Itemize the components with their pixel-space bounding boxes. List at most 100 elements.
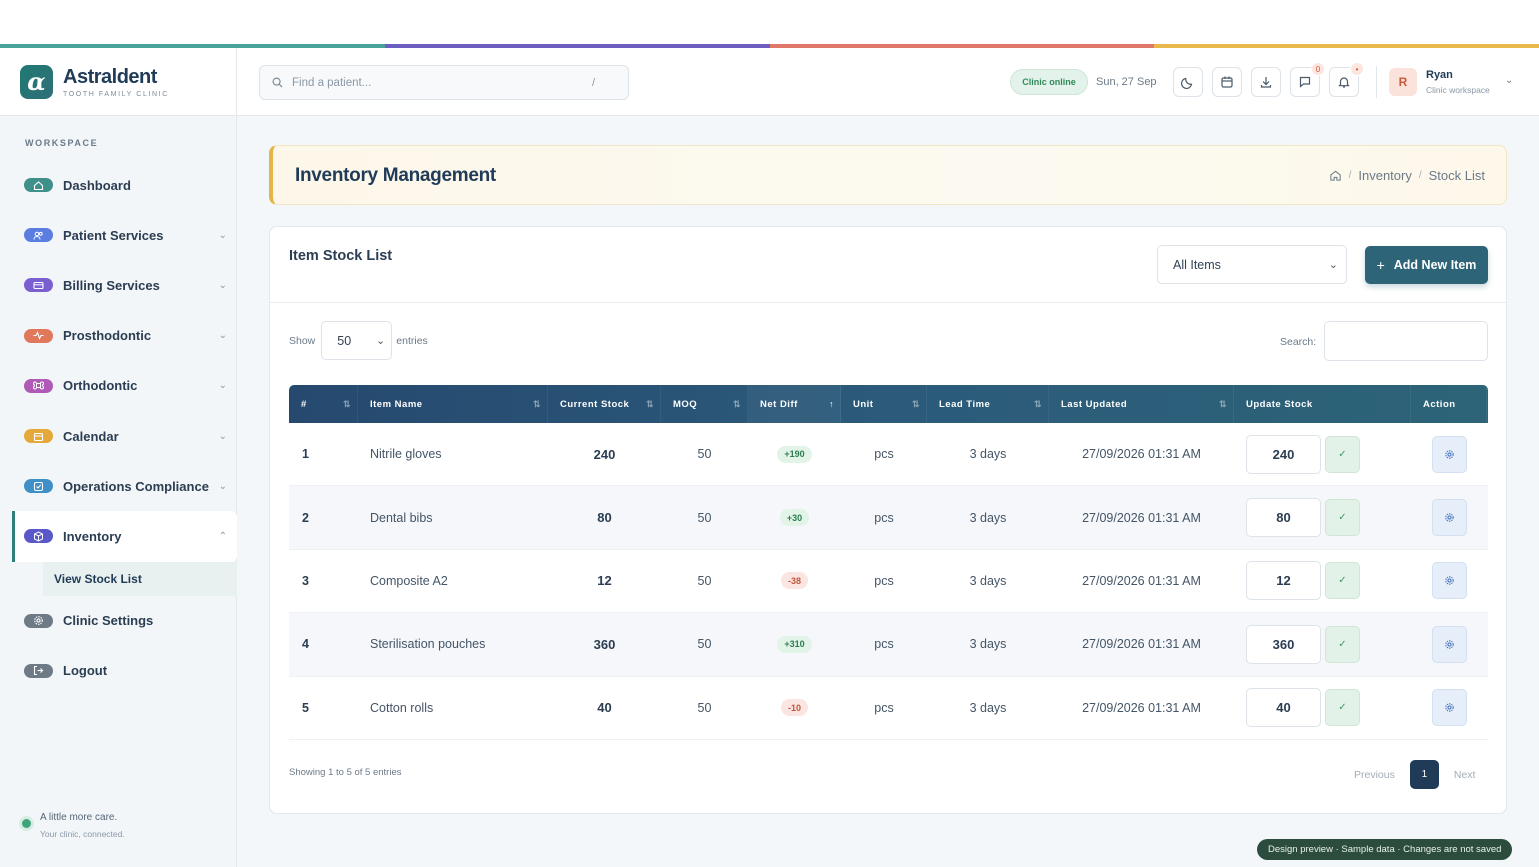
column-header-current-stock[interactable]: Current Stock ⇅	[548, 385, 661, 423]
item-settings-button[interactable]	[1431, 562, 1467, 600]
entries-label: entries	[396, 334, 428, 347]
stock-quantity-input[interactable]: 12	[1246, 561, 1321, 601]
calendar-icon	[1221, 76, 1233, 88]
column-header-net-diff[interactable]: Net Diff ↑	[748, 385, 841, 423]
stock-quantity-input[interactable]: 80	[1246, 498, 1321, 538]
cell-action	[1411, 486, 1487, 548]
cell-update-stock: 12 ✓	[1234, 550, 1411, 612]
cell-lead-time: 3 days	[969, 510, 1007, 525]
current-page-button[interactable]: 1	[1409, 760, 1439, 789]
item-filter-select[interactable]: All Items ⌄	[1157, 245, 1347, 284]
cell-action	[1411, 423, 1487, 485]
sidebar-item-inventory[interactable]: Inventory ⌃	[12, 511, 237, 562]
brand-logo: α	[20, 64, 53, 99]
item-settings-button[interactable]	[1431, 499, 1467, 537]
entries-select[interactable]: 50 ⌄	[321, 321, 393, 360]
net-diff-badge: +190	[777, 445, 812, 463]
check-icon: ✓	[1338, 638, 1347, 650]
gear-icon	[1444, 576, 1454, 586]
checkbox-icon	[24, 479, 53, 494]
confirm-stock-button[interactable]: ✓	[1325, 625, 1360, 663]
net-diff-badge: +310	[777, 635, 812, 653]
sidebar-item-operations-compliance[interactable]: Operations Compliance ⌄	[0, 461, 237, 511]
cell-unit: pcs	[874, 510, 894, 525]
cell-update-stock: 360 ✓	[1234, 613, 1411, 675]
stock-quantity-input[interactable]: 360	[1246, 624, 1321, 664]
user-name[interactable]: Ryan	[1426, 69, 1453, 81]
cell-current-stock: 40	[597, 700, 612, 716]
column-header-label: Current Stock	[560, 398, 630, 410]
notifications-badge: •	[1350, 62, 1364, 76]
item-settings-button[interactable]	[1431, 435, 1467, 473]
calendar-button[interactable]	[1212, 67, 1242, 97]
cell-unit: pcs	[874, 700, 894, 715]
sidebar-item-patient-services[interactable]: Patient Services ⌄	[0, 210, 237, 260]
cell-net-diff: -38	[748, 550, 841, 612]
net-diff-badge: -10	[780, 699, 808, 717]
notifications-button[interactable]: •	[1329, 62, 1364, 97]
accent-segment-coral	[769, 44, 1155, 48]
confirm-stock-button[interactable]: ✓	[1325, 689, 1360, 727]
sort-icon: ⇅	[342, 398, 351, 409]
add-new-item-button[interactable]: + Add New Item	[1365, 246, 1488, 284]
sidebar-item-billing-services[interactable]: Billing Services ⌄	[0, 260, 237, 310]
column-header-unit[interactable]: Unit ⇅	[841, 385, 927, 423]
confirm-stock-button[interactable]: ✓	[1325, 435, 1360, 473]
table-row: 5 Cotton rolls 40 50 -10 pcs 3 days 27/0…	[289, 677, 1488, 740]
stock-quantity-input[interactable]: 40	[1246, 688, 1321, 728]
brand[interactable]: α Astraldent TOOTH FAMILY CLINIC	[0, 48, 236, 116]
column-header-last-updated[interactable]: Last Updated ⇅	[1049, 385, 1234, 423]
breadcrumb-inventory[interactable]: Inventory	[1358, 168, 1412, 183]
next-page-button[interactable]: Next	[1453, 768, 1476, 781]
stock-quantity-input[interactable]: 240	[1246, 434, 1321, 474]
sidebar-item-orthodontic[interactable]: Orthodontic ⌄	[0, 361, 237, 411]
theme-toggle-button[interactable]	[1173, 67, 1203, 97]
cell-current-stock: 360	[593, 636, 616, 652]
item-settings-button[interactable]	[1431, 689, 1467, 727]
patient-search-input[interactable]	[292, 76, 592, 89]
confirm-stock-button[interactable]: ✓	[1325, 499, 1360, 537]
gear-icon	[1444, 513, 1454, 522]
check-icon: ✓	[1338, 575, 1347, 587]
item-filter-value: All Items	[1173, 257, 1221, 272]
chevron-down-icon: ⌄	[218, 430, 227, 442]
sidebar-item-logout[interactable]: Logout	[0, 646, 237, 696]
sidebar-item-calendar[interactable]: Calendar ⌄	[0, 411, 237, 461]
sort-icon: ⇅	[532, 398, 541, 409]
confirm-stock-button[interactable]: ✓	[1325, 562, 1360, 600]
download-button[interactable]	[1251, 67, 1281, 97]
sidebar-footer: A little more care. Your clinic, connect…	[22, 812, 125, 839]
patient-search[interactable]: /	[259, 65, 629, 100]
column-header-action: Action	[1411, 385, 1487, 423]
column-header-number[interactable]: # ⇅	[289, 385, 358, 423]
column-header-moq[interactable]: MOQ ⇅	[661, 385, 748, 423]
cell-action	[1411, 613, 1487, 675]
sidebar-item-clinic-settings[interactable]: Clinic Settings	[0, 596, 237, 646]
messages-button[interactable]: 0	[1290, 62, 1325, 97]
column-header-item-name[interactable]: Item Name ⇅	[358, 385, 548, 423]
chevron-down-icon[interactable]: ⌄	[1505, 75, 1514, 86]
check-icon: ✓	[1338, 702, 1347, 714]
column-header-lead-time[interactable]: Lead Time ⇅	[927, 385, 1049, 423]
column-header-label: Item Name	[370, 398, 423, 410]
cell-last-updated: 27/09/2026 01:31 AM	[1082, 700, 1201, 715]
previous-page-button[interactable]: Previous	[1354, 768, 1395, 781]
cell-lead-time: 3 days	[969, 700, 1007, 715]
bell-icon	[1338, 77, 1350, 88]
table-row: 3 Composite A2 12 50 -38 pcs 3 days 27/0…	[289, 550, 1488, 614]
cell-net-diff: +190	[748, 423, 841, 485]
table-body: 1 Nitrile gloves 240 50 +190 pcs 3 days …	[289, 423, 1488, 740]
sidebar-subitem-view-stock-list[interactable]: View Stock List	[43, 561, 237, 596]
item-settings-button[interactable]	[1431, 625, 1467, 663]
pagination: Previous 1 Next	[1354, 760, 1475, 789]
header-date: Sun, 27 Sep	[1096, 76, 1157, 88]
cell-net-diff: +30	[748, 486, 841, 548]
sidebar-item-label: Inventory	[63, 528, 122, 544]
sidebar-item-dashboard[interactable]: Dashboard	[0, 160, 237, 210]
home-icon[interactable]	[1329, 169, 1342, 182]
sidebar-item-prosthodontic[interactable]: Prosthodontic ⌄	[0, 311, 237, 361]
user-avatar[interactable]: R	[1389, 68, 1417, 96]
cell-item-name: Dental bibs	[370, 510, 433, 525]
breadcrumb: / Inventory / Stock List	[1329, 168, 1485, 183]
table-search-input[interactable]	[1324, 321, 1488, 361]
